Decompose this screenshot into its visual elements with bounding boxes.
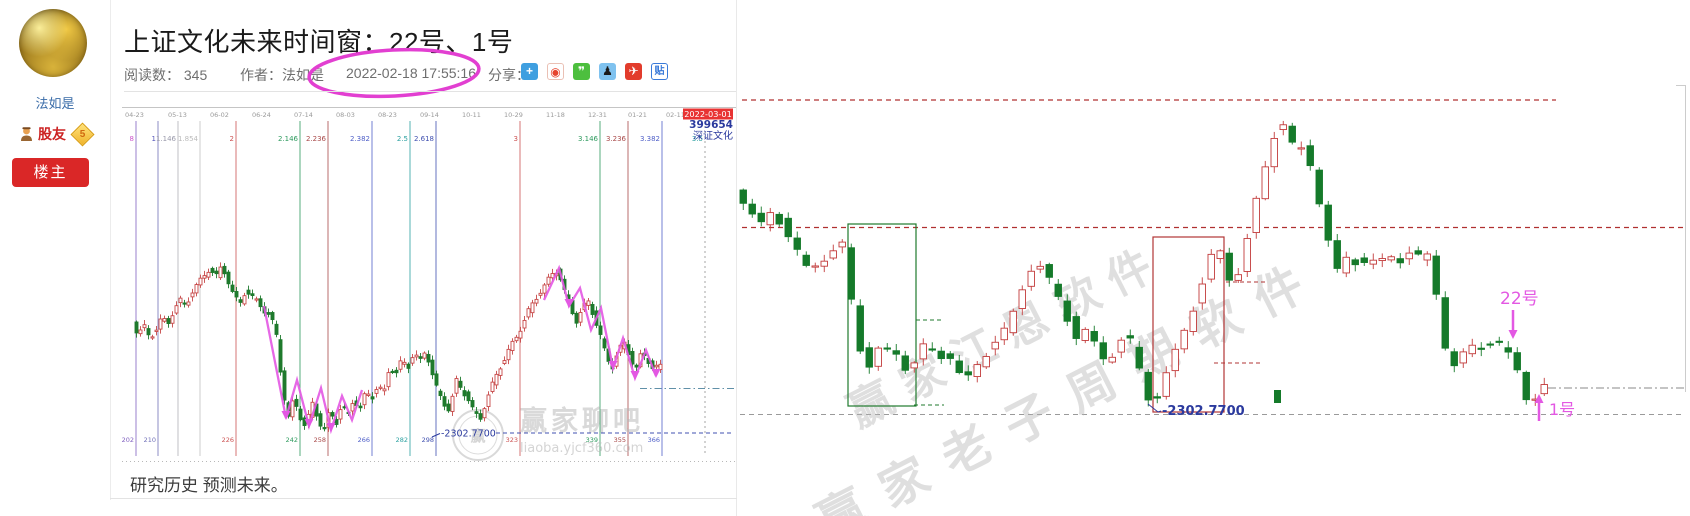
svg-text:242: 242: [286, 436, 298, 444]
username[interactable]: 法如是: [35, 96, 75, 111]
post-caption: 研究历史 预测未来。: [130, 476, 288, 495]
svg-text:3.146: 3.146: [578, 135, 599, 143]
svg-text:深证文化: 深证文化: [693, 129, 733, 142]
user-role-label: 股友: [38, 126, 66, 142]
member-icon: [21, 127, 32, 141]
user-role-row: 股友 5: [0, 121, 110, 147]
post-timestamp: 2022-02-18 17:55:16: [346, 65, 476, 81]
svg-text:06-02: 06-02: [210, 111, 229, 119]
user-level-badge: 5: [70, 121, 95, 147]
tieba-icon[interactable]: 贴: [651, 63, 668, 80]
read-count-value: 345: [183, 67, 208, 83]
svg-text:282: 282: [396, 436, 408, 444]
svg-text:08-23: 08-23: [378, 111, 397, 119]
svg-text:1.854: 1.854: [178, 135, 199, 143]
svg-text:11-18: 11-18: [546, 111, 565, 119]
read-count: 阅读数： 345: [124, 67, 208, 83]
svg-text:323: 323: [506, 436, 518, 444]
svg-text:8: 8: [130, 135, 134, 143]
svg-text:05-13: 05-13: [168, 111, 187, 119]
svg-text:2.146: 2.146: [278, 135, 299, 143]
svg-text:1.146: 1.146: [156, 135, 177, 143]
svg-text:1: 1: [152, 135, 156, 143]
svg-text:赢: 赢: [470, 427, 485, 445]
svg-text:2: 2: [230, 135, 234, 143]
svg-text:02-11: 02-11: [666, 111, 685, 119]
content-divider: [736, 0, 737, 516]
svg-text:赢家聊吧: 赢家聊吧: [520, 405, 644, 437]
svg-text:09-14: 09-14: [420, 111, 439, 119]
svg-text:2.382: 2.382: [350, 135, 370, 143]
svg-text:22号: 22号: [1500, 289, 1539, 309]
avatar[interactable]: [19, 9, 87, 77]
svg-text:01-21: 01-21: [628, 111, 647, 119]
svg-text:10-11: 10-11: [462, 111, 481, 119]
svg-text:210: 210: [144, 436, 156, 444]
weibo-icon[interactable]: ◉: [547, 63, 564, 80]
header-divider: [124, 91, 736, 92]
svg-text:04-23: 04-23: [125, 111, 144, 119]
svg-text:3: 3: [514, 135, 518, 143]
post-title: 上证文化未来时间窗：22号、1号: [124, 27, 514, 57]
svg-text:3.5: 3.5: [692, 135, 703, 143]
post-bottom-divider: [110, 498, 737, 499]
svg-text:3.236: 3.236: [606, 135, 627, 143]
svg-text:258: 258: [314, 436, 326, 444]
svg-text:10-29: 10-29: [504, 111, 523, 119]
svg-text:2.618: 2.618: [414, 135, 434, 143]
author-name: 法如是: [282, 67, 324, 83]
svg-text:226: 226: [222, 436, 234, 444]
svg-text:355: 355: [614, 436, 626, 444]
svg-text:-2302.7700: -2302.7700: [1162, 404, 1245, 419]
svg-text:339: 339: [586, 436, 598, 444]
svg-text:266: 266: [358, 436, 370, 444]
svg-text:366: 366: [648, 436, 660, 444]
svg-text:2.236: 2.236: [306, 135, 327, 143]
qq-icon[interactable]: ♟: [599, 63, 616, 80]
svg-text:399654: 399654: [689, 119, 733, 131]
share-label: 分享：: [488, 67, 530, 83]
svg-text:2022-03-01: 2022-03-01: [684, 109, 732, 119]
svg-text:202: 202: [122, 436, 134, 444]
svg-text:07-14: 07-14: [294, 111, 313, 119]
svg-text:08-03: 08-03: [336, 111, 355, 119]
svg-text:06-24: 06-24: [252, 111, 271, 119]
svg-text:liaoba.yjcf360.com: liaoba.yjcf360.com: [520, 441, 643, 456]
svg-text:12-31: 12-31: [588, 111, 607, 119]
poster-badge: 楼主: [12, 158, 89, 187]
svg-text:1号: 1号: [1549, 400, 1575, 419]
svg-text:2.5: 2.5: [397, 135, 408, 143]
share-plus-icon[interactable]: +: [521, 63, 538, 80]
share-icons-row: + ◉ ❞ ♟ ✈ 贴: [521, 63, 668, 80]
svg-text:298: 298: [422, 436, 434, 444]
wechat-icon[interactable]: ❞: [573, 63, 590, 80]
svg-text:3.382: 3.382: [640, 135, 660, 143]
time-window-candlestick-chart[interactable]: 04-23 05-13 06-02 06-24 07-14 08-03 08-23 09-14…: [122, 96, 738, 468]
sidebar-divider: [110, 0, 111, 500]
svg-text:-2302.7700: -2302.7700: [441, 429, 496, 440]
kaixin-icon[interactable]: ✈: [625, 63, 642, 80]
author[interactable]: 作者：法如是: [240, 67, 324, 83]
